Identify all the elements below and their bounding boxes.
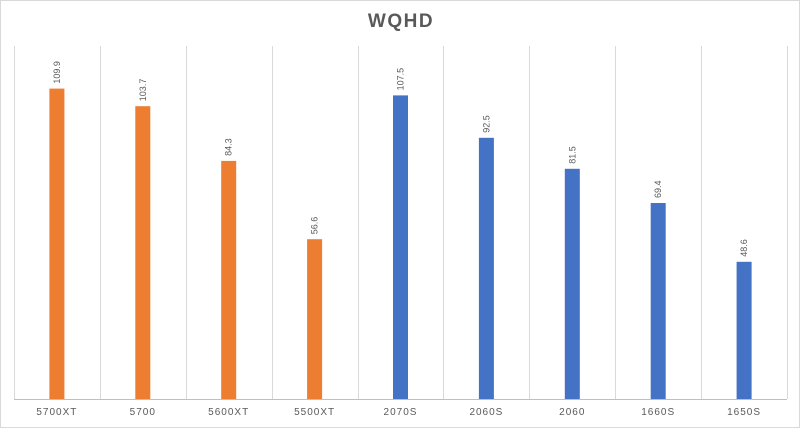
data-label-2060s: 92.5 xyxy=(481,115,491,133)
bar-2060 xyxy=(564,168,580,399)
data-label-5600xt: 84.3 xyxy=(224,138,234,156)
x-tick-label-2060s: 2060S xyxy=(469,407,503,418)
bar-5700xt xyxy=(49,88,65,399)
x-tick-label-5600xt: 5600XT xyxy=(208,407,249,418)
x-tick-label-2060: 2060 xyxy=(559,407,585,418)
data-label-5500xt: 56.6 xyxy=(310,217,320,235)
grid-layer xyxy=(14,46,788,400)
x-tick-label-5700xt: 5700XT xyxy=(36,407,77,418)
x-tick-label-2070s: 2070S xyxy=(384,407,418,418)
x-tick-label-1660s: 1660S xyxy=(641,407,675,418)
bar-1650s xyxy=(736,261,752,399)
data-label-1650s: 48.6 xyxy=(739,239,749,257)
bar-5700 xyxy=(135,106,151,399)
chart-title: WQHD xyxy=(367,11,435,32)
bar-2060s xyxy=(478,137,494,400)
data-label-2060: 81.5 xyxy=(567,146,577,164)
data-label-2070s: 107.5 xyxy=(396,68,406,91)
bar-5500xt xyxy=(307,239,323,399)
bar-1660s xyxy=(650,203,666,399)
data-label-5700: 103.7 xyxy=(138,79,148,102)
x-tick-label-1650s: 1650S xyxy=(727,407,761,418)
data-label-5700xt: 109.9 xyxy=(52,61,62,84)
x-tick-label-5700: 5700 xyxy=(130,407,156,418)
label-layer: 109.9 103.7 84.3 56.6 107.5 92.5 81.5 69.4 48.6 xyxy=(52,61,749,257)
data-label-1660s: 69.4 xyxy=(653,180,663,198)
bar-2070s xyxy=(393,95,408,400)
bar-5600xt xyxy=(221,160,237,399)
x-tick-label-5500xt: 5500XT xyxy=(294,407,335,418)
tick-layer: 5700XT 5700 5600XT 5500XT 2070S 2060S 2060 1660… xyxy=(36,407,761,418)
bar-layer xyxy=(49,88,752,400)
